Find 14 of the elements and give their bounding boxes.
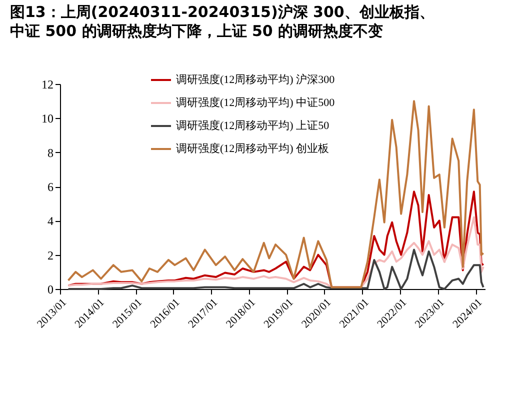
- legend-label: 调研强度(12周移动平均) 中证500: [176, 96, 336, 109]
- y-tick-label: 6: [48, 180, 54, 194]
- y-tick-label: 0: [48, 282, 54, 296]
- y-tick-label: 8: [48, 146, 54, 160]
- legend-label: 调研强度(12周移动平均) 沪深300: [176, 73, 336, 86]
- line-series: [67, 216, 484, 288]
- y-tick-label: 4: [48, 214, 54, 228]
- y-tick-label: 10: [42, 112, 54, 126]
- line-series: [67, 248, 484, 290]
- chart-title: 图13：上周(20240311-20240315)沪深 300、创业板指、中证 500 的调研热度均下降，上证 50 的调研热度不变: [10, 3, 434, 40]
- legend-label: 调研强度(12周移动平均) 创业板: [176, 142, 330, 155]
- y-tick-label: 12: [42, 78, 54, 92]
- y-tick-label: 2: [48, 248, 54, 262]
- legend-label: 调研强度(12周移动平均) 上证50: [176, 119, 330, 132]
